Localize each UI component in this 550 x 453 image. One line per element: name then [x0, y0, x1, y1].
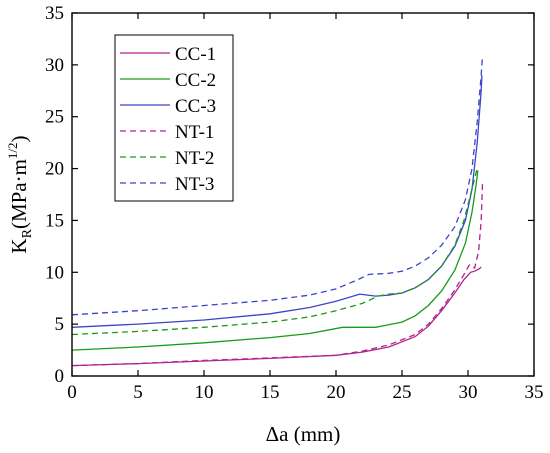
y-tick-label: 15 — [45, 210, 64, 231]
y-tick-label: 30 — [45, 55, 64, 76]
y-axis-label-close: ) — [7, 135, 31, 142]
legend-label: CC-1 — [175, 44, 216, 65]
y-tick-label: 10 — [45, 262, 64, 283]
y-axis-label-sub: R — [20, 228, 35, 238]
legend: CC-1 CC-2 CC-3 NT-1 NT-2 NT-3 — [114, 34, 234, 202]
legend-label: CC-2 — [175, 70, 216, 91]
y-tick-label: 25 — [45, 107, 64, 128]
x-tick-label: 20 — [327, 382, 346, 403]
x-tick-label: 0 — [67, 382, 77, 403]
x-tick-label: 10 — [195, 382, 214, 403]
series-line-nt-3 — [71, 55, 484, 316]
legend-label: NT-2 — [175, 148, 214, 169]
ticks-layer: 0 5 10 15 20 25 30 35 0 5 10 15 20 25 30 35 — [45, 3, 544, 403]
y-axis-label-sup: 1/2 — [5, 142, 20, 159]
series-line-cc-2 — [71, 170, 479, 351]
legend-label: CC-3 — [175, 96, 216, 117]
legend-label: NT-3 — [175, 174, 214, 195]
y-tick-label: 35 — [45, 3, 64, 24]
x-tick-label: 15 — [261, 382, 280, 403]
x-tick-label: 25 — [393, 382, 412, 403]
y-axis-label-main: K — [7, 238, 31, 253]
plot-frame — [71, 12, 535, 377]
y-tick-label: 5 — [55, 314, 65, 335]
x-tick-label: 30 — [459, 382, 478, 403]
series-line-nt-2 — [71, 168, 478, 336]
series-line-nt-1 — [71, 183, 484, 367]
y-tick-label: 20 — [45, 159, 64, 180]
legend-box — [114, 34, 234, 202]
x-tick-label: 5 — [133, 382, 143, 403]
y-axis-label: KR(MPa·m1/2) — [5, 135, 35, 253]
series-layer — [71, 55, 484, 367]
legend-label: NT-1 — [175, 122, 214, 143]
x-axis-label: Δa (mm) — [266, 422, 341, 446]
series-line-cc-1 — [71, 266, 482, 367]
x-tick-label: 35 — [525, 382, 544, 403]
y-tick-label: 0 — [55, 366, 65, 387]
y-axis-label-units: (MPa·m — [7, 159, 31, 229]
